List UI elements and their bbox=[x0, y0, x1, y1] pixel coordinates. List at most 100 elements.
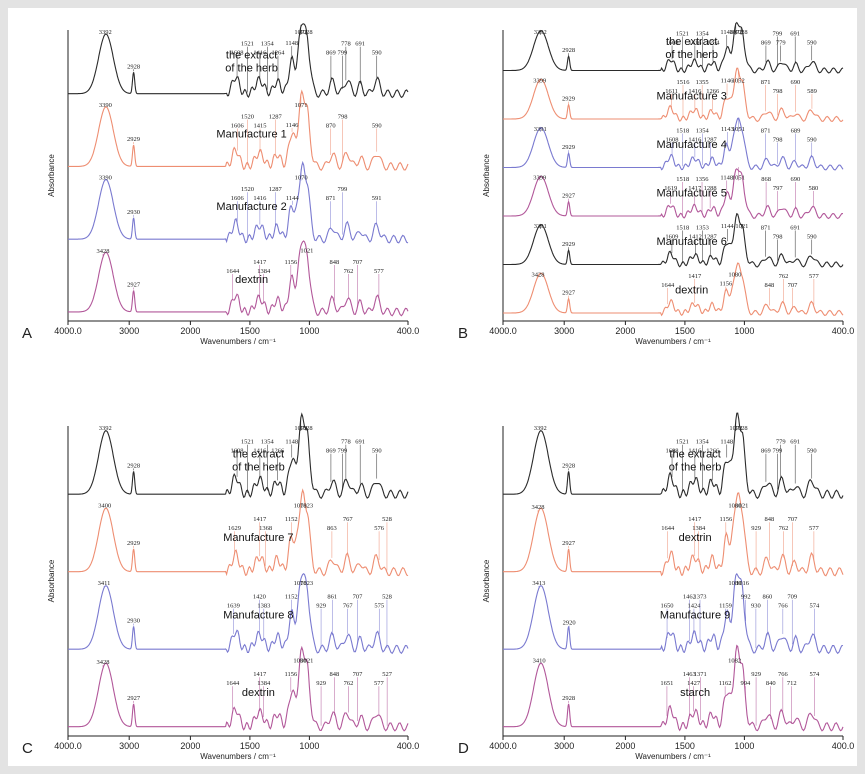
peak-label: 574 bbox=[810, 603, 821, 610]
series-label: Manufacture 9 bbox=[660, 609, 730, 621]
peak-label: 689 bbox=[791, 127, 801, 134]
peak-label: 690 bbox=[790, 176, 800, 183]
peak-label: 1152 bbox=[285, 516, 298, 523]
y-axis-label: Absorbance bbox=[482, 154, 491, 197]
peak-label: 1611 bbox=[665, 88, 678, 95]
peak-label: 1028 bbox=[300, 425, 313, 432]
peak-label: 871 bbox=[761, 79, 771, 86]
peak-label: 1608 bbox=[666, 136, 679, 143]
peak-label: 762 bbox=[779, 273, 789, 280]
peak-label: 3390 bbox=[99, 102, 112, 109]
peak-label: 1156 bbox=[719, 516, 733, 523]
peak-label: 1368 bbox=[259, 525, 272, 532]
x-tick-label: 2000 bbox=[615, 741, 635, 751]
spectrum-line bbox=[503, 412, 844, 500]
peak-label: 1072 bbox=[729, 29, 742, 36]
peak-label: 590 bbox=[372, 122, 382, 129]
peak-label: 691 bbox=[355, 439, 365, 446]
peak-label: 799 bbox=[338, 50, 348, 57]
peak-label: 1354 bbox=[261, 439, 275, 446]
spectrum-line bbox=[503, 492, 844, 577]
peak-label: 707 bbox=[353, 671, 364, 678]
peak-label: 1609 bbox=[665, 233, 678, 240]
spectrum-line bbox=[503, 117, 844, 171]
peak-label: 528 bbox=[382, 516, 392, 523]
peak-label: 1608 bbox=[666, 448, 679, 455]
peak-label: 2927 bbox=[562, 290, 576, 297]
peak-label: 707 bbox=[353, 259, 364, 266]
peak-label: 1518 bbox=[676, 127, 689, 134]
peak-label: 1159 bbox=[719, 603, 732, 610]
peak-label: 1162 bbox=[719, 680, 732, 687]
peak-label: 1424 bbox=[687, 603, 701, 610]
peak-label: 2929 bbox=[562, 144, 575, 151]
peak-label: 1521 bbox=[676, 439, 689, 446]
peak-label: 590 bbox=[807, 39, 817, 46]
peak-label: 590 bbox=[372, 448, 382, 455]
peak-label: 577 bbox=[809, 525, 820, 532]
peak-label: 1148 bbox=[285, 438, 298, 445]
peak-label: 707 bbox=[788, 516, 799, 523]
peak-label: 1420 bbox=[253, 594, 266, 601]
ftir-figure: Absorbance 4000.0 3000 2000 1500 1000 400.0 Wav… bbox=[22, 21, 854, 761]
peak-label: 3391 bbox=[534, 223, 547, 230]
peak-label: 1415 bbox=[254, 122, 267, 129]
peak-label: 1266 bbox=[271, 448, 285, 455]
peak-label: 1353 bbox=[696, 224, 709, 231]
peak-label: 1072 bbox=[729, 425, 742, 432]
peak-label: 798 bbox=[773, 88, 783, 95]
x-tick-label: 400.0 bbox=[397, 741, 420, 751]
peak-label: 3410 bbox=[533, 658, 546, 665]
peak-label: 707 bbox=[353, 594, 364, 601]
peak-label: 930 bbox=[751, 603, 761, 610]
peak-label: 2930 bbox=[127, 209, 140, 216]
peak-label: 1384 bbox=[257, 268, 271, 275]
series-label: Manufacture 4 bbox=[657, 139, 727, 151]
peak-label: 1080 bbox=[728, 580, 741, 587]
x-axis-label: Wavenumbers / cm⁻¹ bbox=[200, 752, 276, 761]
peak-label: 1412 bbox=[689, 233, 702, 240]
peak-label: 1518 bbox=[676, 176, 689, 183]
peak-label: 1384 bbox=[692, 525, 706, 532]
peak-label: 1355 bbox=[696, 79, 709, 86]
x-tick-label: 1000 bbox=[299, 326, 319, 336]
peak-label: 2928 bbox=[127, 462, 140, 469]
peak-label: 1417 bbox=[688, 516, 702, 523]
x-tick-label: 1000 bbox=[299, 741, 319, 751]
spectrum-line bbox=[503, 644, 844, 732]
peak-label: 1264 bbox=[706, 39, 720, 46]
peak-label: 797 bbox=[773, 185, 784, 192]
peak-label: 2927 bbox=[127, 695, 141, 702]
peak-label: 1148 bbox=[720, 29, 733, 36]
peak-label: 798 bbox=[773, 136, 783, 143]
spectrum-line bbox=[68, 645, 409, 732]
peak-label: 3392 bbox=[534, 425, 547, 432]
spectrum-line bbox=[503, 262, 844, 317]
peak-label: 528 bbox=[382, 594, 392, 601]
peak-label: 590 bbox=[807, 448, 817, 455]
series-label: Manufacture 7 bbox=[223, 532, 293, 544]
series-label: starch bbox=[680, 687, 710, 699]
peak-label: 712 bbox=[787, 680, 797, 687]
peak-label: 1080 bbox=[293, 658, 306, 665]
peak-label: 1072 bbox=[294, 29, 307, 36]
x-tick-label: 1500 bbox=[675, 326, 695, 336]
panel-letter: A bbox=[22, 325, 32, 342]
peak-label: 861 bbox=[327, 594, 337, 601]
peak-label: 1156 bbox=[284, 259, 298, 266]
peak-label: 798 bbox=[338, 113, 348, 120]
peak-label: 1417 bbox=[253, 516, 267, 523]
peak-label: 1417 bbox=[253, 671, 267, 678]
spectrum-line bbox=[68, 240, 409, 317]
peak-label: 1287 bbox=[269, 186, 283, 193]
peak-label: 3411 bbox=[98, 580, 111, 587]
spectrum-line bbox=[68, 23, 409, 99]
x-tick-label: 4000.0 bbox=[54, 326, 82, 336]
peak-label: 798 bbox=[773, 233, 783, 240]
peak-label: 1416 bbox=[253, 50, 267, 57]
peak-label: 799 bbox=[773, 30, 783, 37]
peak-label: 1021 bbox=[735, 223, 748, 230]
peak-label: 1023 bbox=[300, 503, 313, 510]
peak-label: 575 bbox=[374, 603, 384, 610]
y-axis-label: Absorbance bbox=[47, 559, 56, 602]
